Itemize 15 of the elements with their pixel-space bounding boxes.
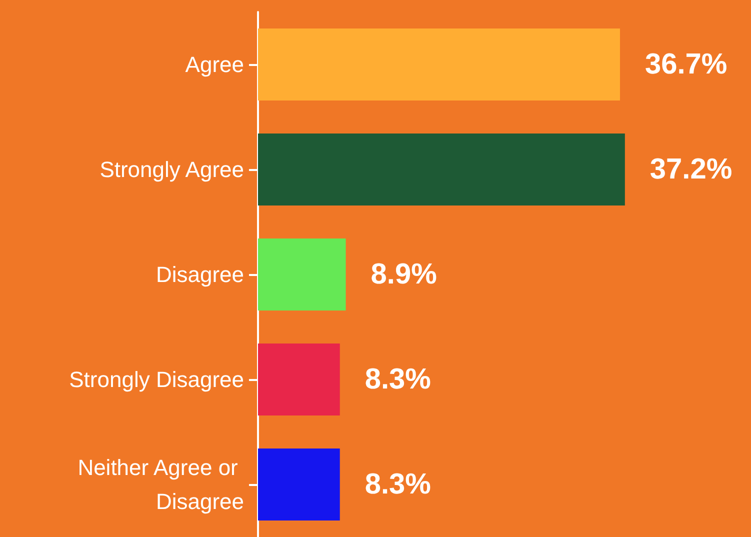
y-tick-label: Disagree <box>156 262 244 287</box>
data-label: 8.3% <box>364 468 432 500</box>
y-tick-label: Agree <box>185 52 244 77</box>
data-label: 37.2% <box>650 154 732 186</box>
bar <box>258 344 340 416</box>
y-tick-label: Strongly Agree <box>100 157 244 182</box>
data-label: 8.3% <box>364 364 432 396</box>
y-tick-label: Strongly Disagree <box>69 367 244 392</box>
bar <box>258 28 620 100</box>
bar <box>258 134 625 206</box>
bar <box>258 238 346 310</box>
y-tick-label: Neither Agree or Disagree <box>78 455 244 514</box>
data-label: 8.9% <box>370 258 438 290</box>
bar <box>258 448 340 520</box>
data-label: 36.7% <box>644 48 728 80</box>
